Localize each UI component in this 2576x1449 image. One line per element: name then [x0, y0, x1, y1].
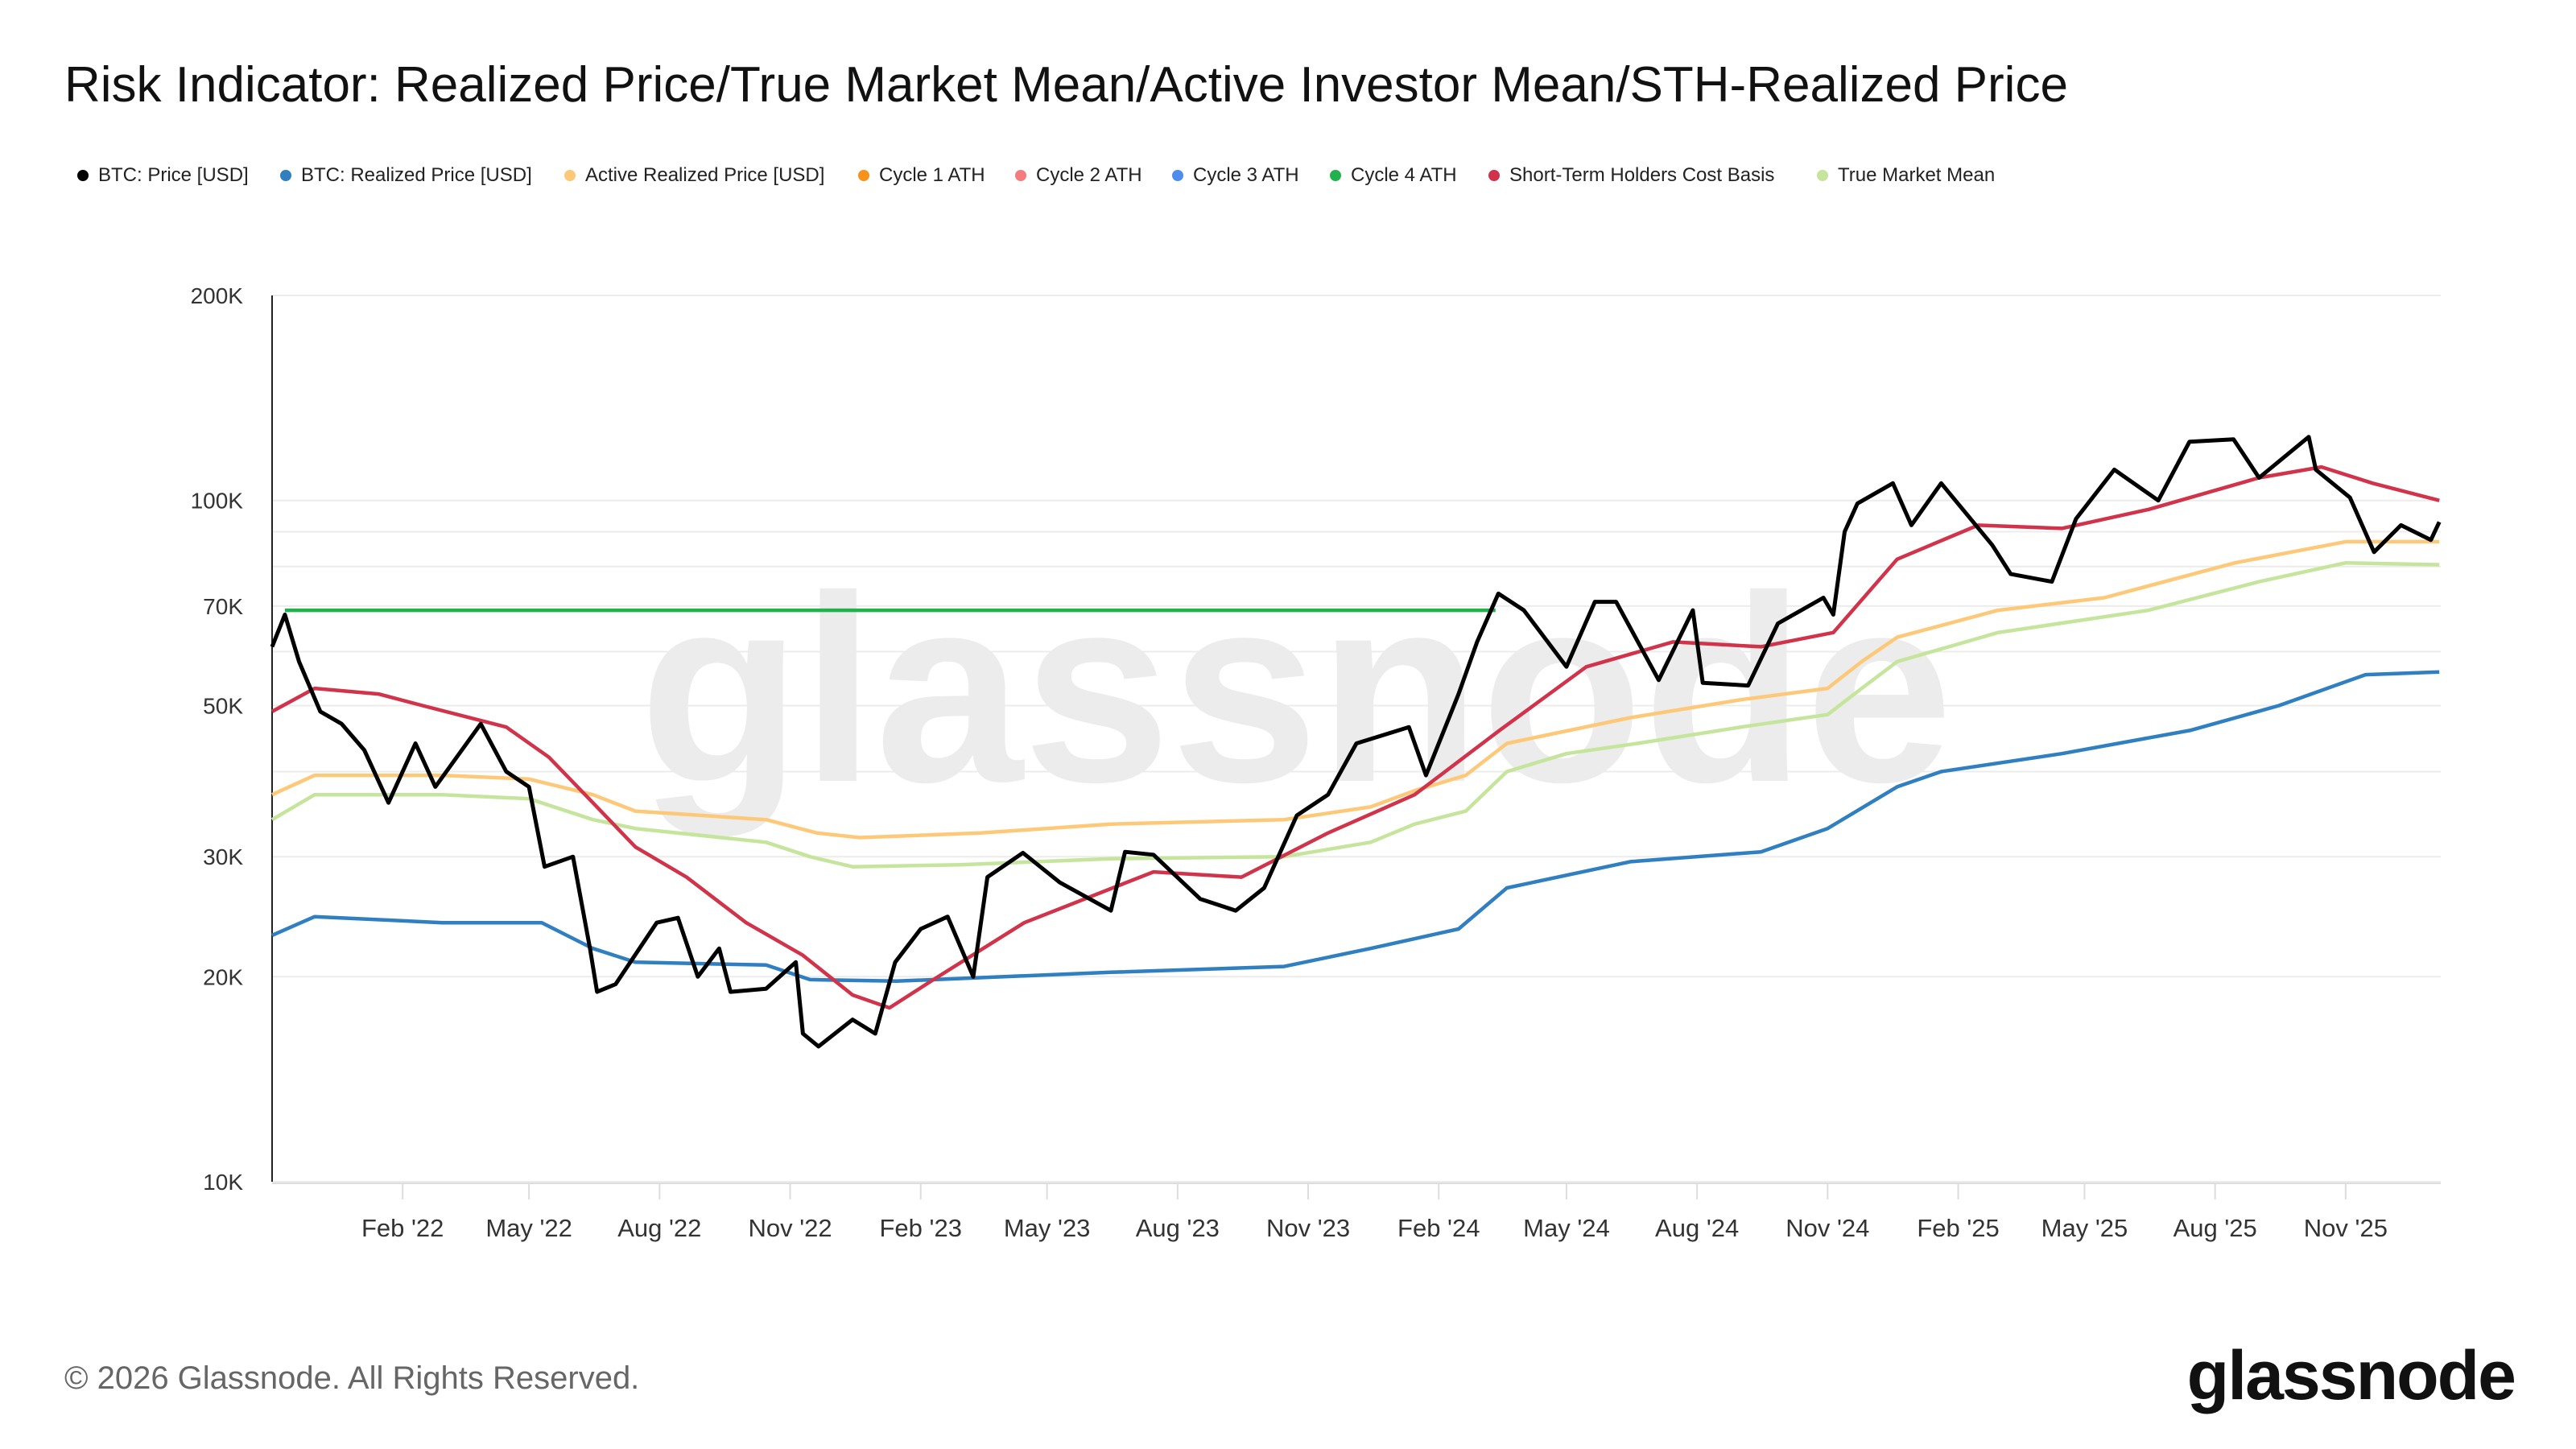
legend-dot-icon	[1488, 170, 1500, 181]
legend-label: True Market Mean	[1838, 164, 1996, 186]
legend-dot-icon	[280, 170, 291, 181]
legend-item[interactable]: Cycle 2 ATH	[1015, 164, 1142, 187]
y-tick-label: 10K	[203, 1170, 243, 1195]
legend-item[interactable]: Active Realized Price [USD]	[564, 164, 824, 187]
watermark: glassnode	[639, 540, 1953, 839]
legend-dot-icon	[858, 170, 869, 181]
x-tick-label: Feb '24	[1397, 1214, 1480, 1242]
legend-dot-icon	[1172, 170, 1183, 181]
x-tick-label: May '25	[2041, 1214, 2128, 1242]
legend-label: Cycle 2 ATH	[1036, 164, 1142, 186]
legend-dot-icon	[564, 170, 576, 181]
series-line-btc-price-usd	[270, 435, 2442, 1049]
legend-dot-icon	[1817, 170, 1828, 181]
x-tick-label: Aug '24	[1655, 1214, 1739, 1242]
x-tick-label: Nov '25	[2304, 1214, 2388, 1242]
series-line-short-term-holders-cost-basis	[270, 464, 2440, 1010]
y-tick-label: 70K	[203, 594, 243, 619]
legend-item[interactable]: Cycle 1 ATH	[858, 164, 985, 187]
legend-label: BTC: Realized Price [USD]	[301, 164, 532, 186]
y-tick-label: 50K	[203, 693, 243, 718]
legend-item[interactable]: Cycle 4 ATH	[1330, 164, 1457, 187]
x-tick-label: Feb '22	[361, 1214, 444, 1242]
legend-dot-icon	[1330, 170, 1341, 181]
y-tick-label: 100K	[191, 489, 244, 514]
legend-item[interactable]: Short-Term Holders Cost Basis	[1488, 164, 1774, 187]
y-tick-label: 20K	[203, 964, 243, 989]
y-tick-label: 30K	[203, 844, 243, 869]
legend-item[interactable]: BTC: Realized Price [USD]	[280, 164, 532, 187]
x-tick-label: Feb '23	[880, 1214, 962, 1242]
legend-label: Cycle 4 ATH	[1351, 164, 1457, 186]
legend-dot-icon	[1015, 170, 1026, 181]
legend-label: Cycle 1 ATH	[879, 164, 985, 186]
legend-item[interactable]: Cycle 3 ATH	[1172, 164, 1299, 187]
legend-label: Active Realized Price [USD]	[585, 164, 825, 186]
legend-item[interactable]: BTC: Price [USD]	[77, 164, 249, 187]
y-tick-label: 200K	[191, 283, 244, 308]
series-line-btc-realized-price-usd	[271, 670, 2440, 984]
copyright-footer: © 2026 Glassnode. All Rights Reserved.	[64, 1360, 640, 1396]
legend-item[interactable]: True Market Mean	[1817, 164, 1995, 187]
legend-label: Cycle 3 ATH	[1193, 164, 1299, 186]
series-line-true-market-mean	[270, 560, 2440, 869]
x-tick-label: Aug '23	[1136, 1214, 1220, 1242]
series-line-active-realized-price-usd	[271, 539, 2440, 840]
legend-label: BTC: Price [USD]	[98, 164, 249, 186]
x-tick-label: May '23	[1004, 1214, 1091, 1242]
x-tick-label: Feb '25	[1917, 1214, 1999, 1242]
x-tick-label: May '22	[485, 1214, 572, 1242]
legend-dot-icon	[77, 170, 89, 181]
x-tick-label: Aug '25	[2174, 1214, 2257, 1242]
legend-label: Short-Term Holders Cost Basis	[1509, 164, 1775, 186]
x-tick-label: Nov '23	[1266, 1214, 1350, 1242]
x-tick-label: Nov '24	[1785, 1214, 1869, 1242]
x-tick-label: Nov '22	[748, 1214, 832, 1242]
glassnode-logo: glassnode	[2186, 1337, 2516, 1414]
x-tick-label: May '24	[1523, 1214, 1610, 1242]
x-tick-label: Aug '22	[617, 1214, 701, 1242]
chart-title: Risk Indicator: Realized Price/True Mark…	[64, 57, 2068, 113]
